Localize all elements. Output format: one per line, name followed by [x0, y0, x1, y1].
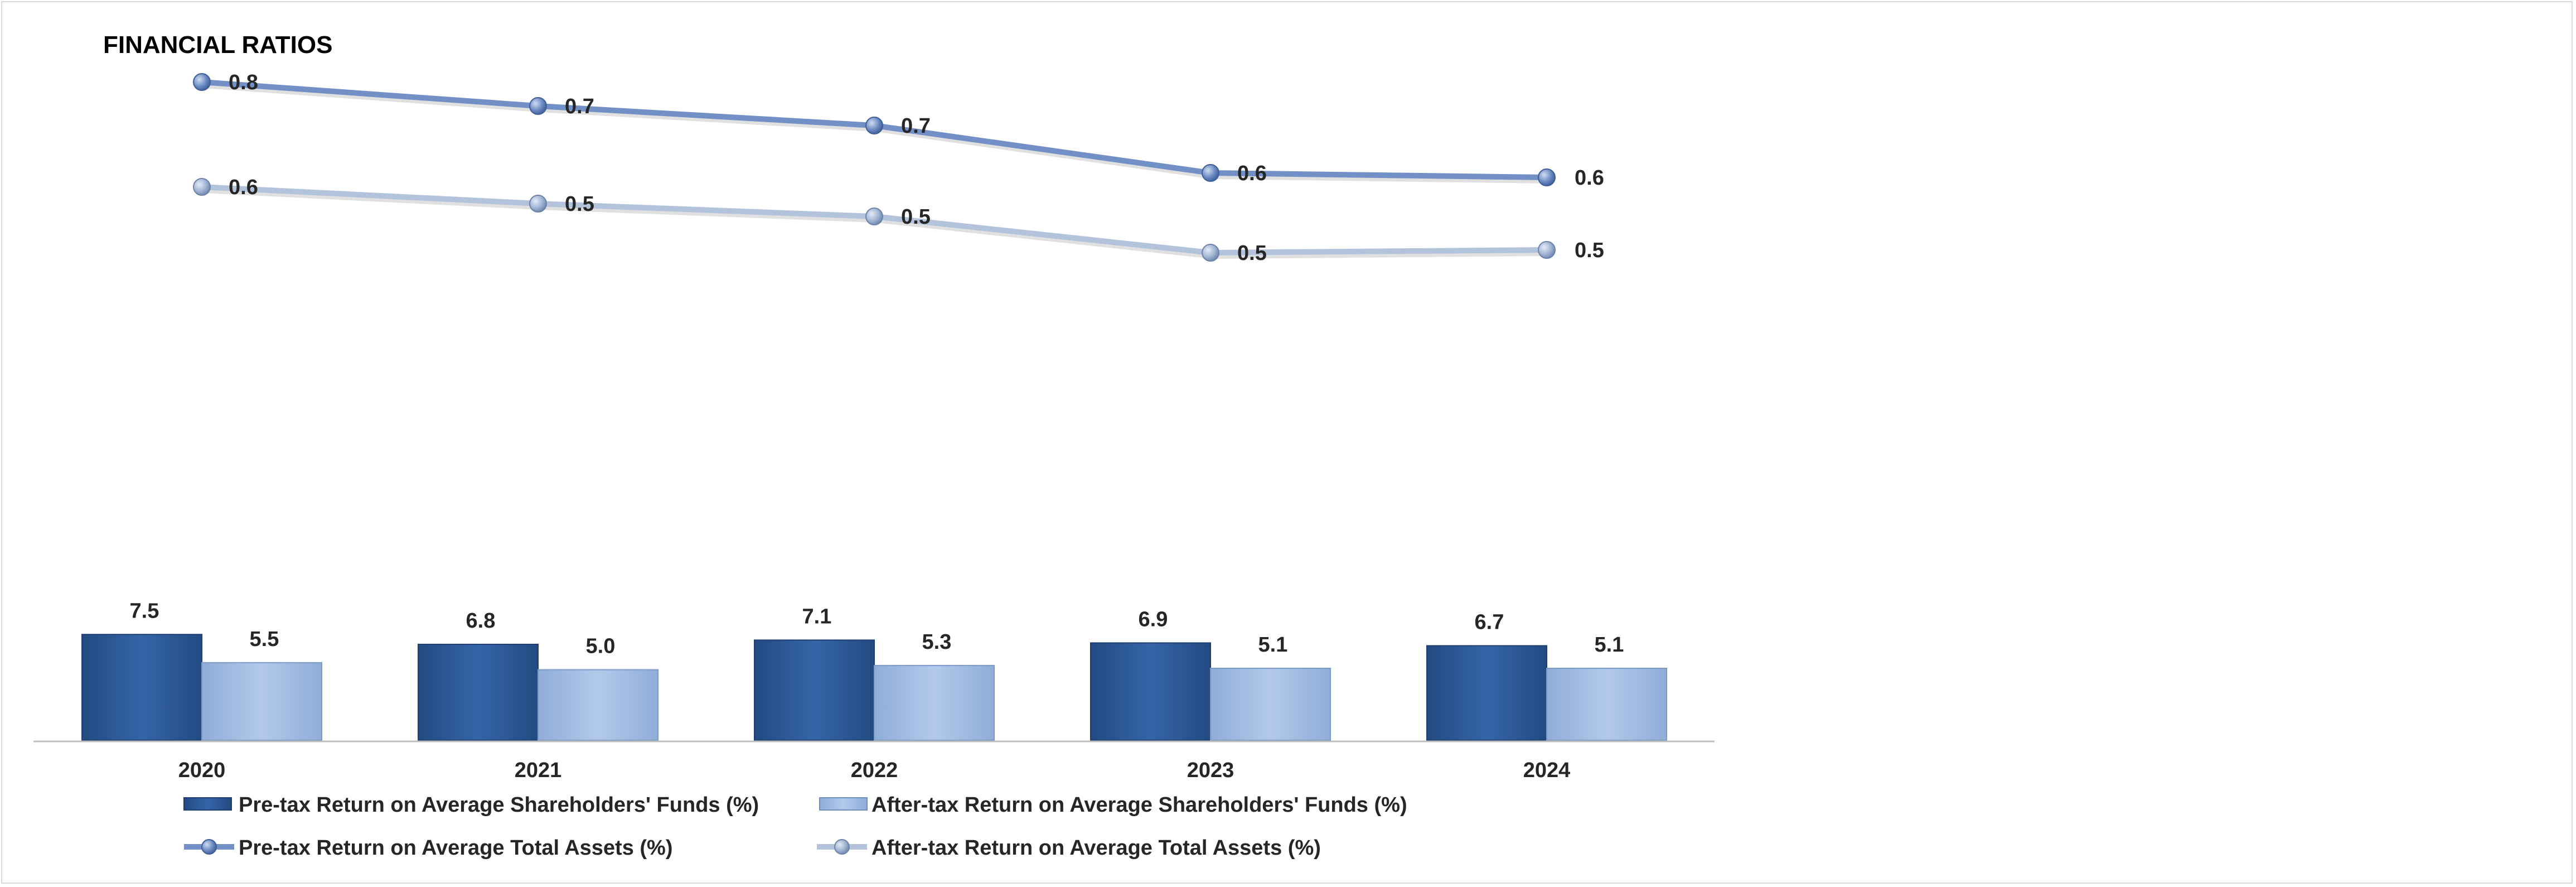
bar-pretax-shareholders-2022	[754, 639, 875, 741]
line-data-label: 0.6	[1575, 166, 1604, 190]
line-marker	[193, 73, 211, 91]
x-tick-label: 2022	[851, 759, 898, 782]
line-marker	[865, 117, 883, 134]
line-data-label: 0.6	[229, 176, 258, 199]
bar-data-label: 7.5	[130, 599, 159, 623]
bar-data-label: 5.1	[1595, 633, 1624, 657]
line-marker	[865, 208, 883, 225]
bar-data-label: 6.8	[466, 609, 496, 633]
line-data-label: 0.5	[1237, 242, 1267, 265]
legend-marker-dark	[201, 839, 217, 855]
legend-swatch-dark-bar	[183, 797, 232, 811]
legend-swatch-light-bar	[819, 797, 868, 811]
bar-aftertax-shareholders-2023	[1210, 667, 1331, 741]
legend-item-pretax-shareholders-funds: Pre-tax Return on Average Shareholders' …	[183, 793, 759, 817]
line-data-label: 0.5	[901, 205, 931, 229]
bar-aftertax-shareholders-2024	[1546, 667, 1667, 741]
line-marker	[1538, 241, 1556, 259]
bar-pretax-shareholders-2020	[81, 634, 202, 741]
bar-data-label: 5.0	[586, 635, 616, 658]
line-data-label: 0.7	[901, 114, 931, 138]
bar-data-label: 6.9	[1139, 608, 1168, 631]
line-marker	[529, 195, 547, 213]
legend-label: Pre-tax Return on Average Shareholders' …	[239, 793, 759, 817]
bar-pretax-shareholders-2023	[1090, 642, 1211, 741]
bar-pretax-shareholders-2021	[418, 643, 539, 741]
line-marker	[1538, 168, 1556, 186]
line-data-label: 0.6	[1237, 162, 1267, 185]
x-tick-label: 2023	[1187, 759, 1234, 782]
line-marker	[529, 97, 547, 115]
legend-label: After-tax Return on Average Shareholders…	[871, 793, 1407, 817]
bar-data-label: 5.3	[922, 630, 952, 654]
x-tick-label: 2024	[1523, 759, 1571, 782]
line-marker	[193, 178, 211, 196]
bar-data-label: 6.7	[1475, 610, 1504, 634]
x-axis-ticks: 2020 2021 2022 2023 2024	[178, 759, 1571, 782]
line-marker	[1202, 164, 1219, 182]
bar-data-label: 7.1	[802, 605, 832, 628]
x-tick-label: 2020	[178, 759, 226, 782]
bar-data-label: 5.1	[1258, 633, 1288, 657]
legend: Pre-tax Return on Average Shareholders' …	[183, 793, 1407, 860]
legend-item-pretax-total-assets: Pre-tax Return on Average Total Assets (…	[184, 836, 672, 860]
bar-aftertax-shareholders-2021	[538, 669, 658, 741]
line-marker	[1202, 244, 1219, 262]
line-data-label: 0.5	[1575, 239, 1604, 262]
legend-marker-light	[834, 839, 850, 855]
line-data-label: 0.5	[565, 192, 594, 216]
legend-label: After-tax Return on Average Total Assets…	[871, 836, 1321, 860]
bar-aftertax-shareholders-2022	[874, 664, 995, 741]
line-data-label: 0.7	[565, 95, 594, 118]
bar-pretax-shareholders-2024	[1426, 645, 1547, 741]
bar-data-label: 5.5	[250, 628, 279, 651]
legend-item-aftertax-total-assets: After-tax Return on Average Total Assets…	[817, 836, 1321, 860]
legend-label: Pre-tax Return on Average Total Assets (…	[239, 836, 672, 860]
legend-item-aftertax-shareholders-funds: After-tax Return on Average Shareholders…	[819, 793, 1407, 817]
bar-aftertax-shareholders-2020	[201, 662, 322, 741]
line-series-layer: 0.8 0.7 0.7 0.6 0.6 0.6 0.5 0.5 0.5 0.5	[193, 71, 1604, 265]
x-tick-label: 2021	[515, 759, 562, 782]
bar-series-layer: 7.5 5.5 6.8 5.0 7.1 5.3 6.9 5.1 6.7 5.1	[81, 599, 1667, 741]
chart-title: FINANCIAL RATIOS	[103, 31, 332, 59]
line-data-label: 0.8	[229, 71, 258, 94]
